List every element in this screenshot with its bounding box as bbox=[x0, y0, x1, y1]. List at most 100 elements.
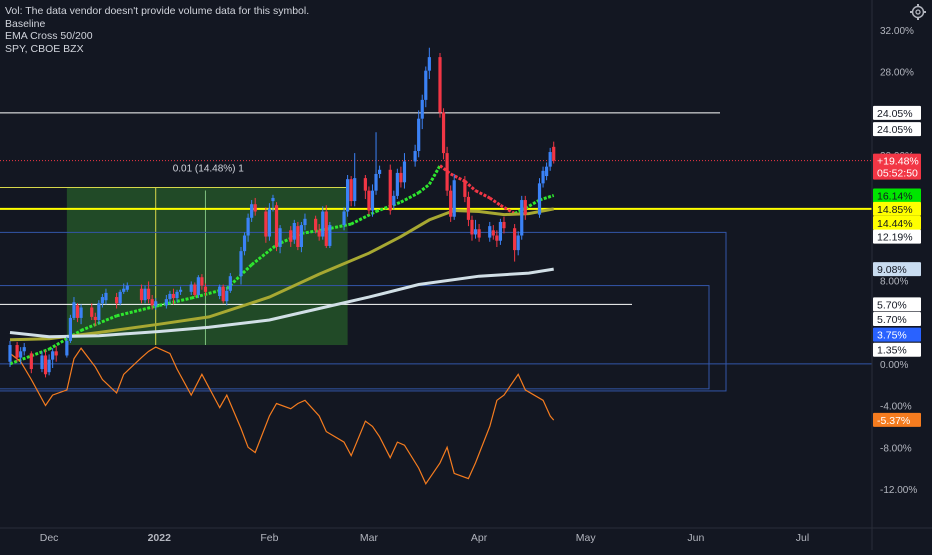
candle-body bbox=[349, 179, 353, 202]
price-label-text: +19.48% bbox=[877, 156, 919, 168]
candle-body bbox=[498, 221, 503, 241]
candle-body bbox=[164, 299, 168, 306]
range-layer: 0.01 (14.48%) 1 bbox=[0, 164, 348, 346]
legend-symbol[interactable]: SPY, CBOE BZX bbox=[5, 42, 84, 55]
price-label-box bbox=[873, 229, 921, 244]
candle-body bbox=[271, 197, 275, 202]
candle-body bbox=[221, 286, 225, 302]
price-label-text: -5.37% bbox=[877, 415, 910, 427]
candle-body bbox=[264, 211, 268, 237]
hlines-layer bbox=[0, 112, 872, 365]
candle-body bbox=[321, 211, 325, 237]
candle-body bbox=[299, 225, 304, 247]
price-label-box bbox=[873, 153, 921, 180]
candle-body bbox=[289, 230, 293, 242]
price-label-box bbox=[873, 105, 921, 120]
ema-fast-segment bbox=[48, 329, 82, 351]
candle-body bbox=[445, 153, 449, 191]
candle-body bbox=[292, 222, 296, 240]
candle-body bbox=[278, 228, 282, 247]
candle-body bbox=[8, 345, 12, 362]
ema-fast-segment bbox=[250, 243, 278, 266]
ema-fast-segment bbox=[439, 164, 452, 176]
candle-body bbox=[537, 183, 542, 215]
candle-body bbox=[29, 353, 33, 370]
candle-body bbox=[441, 112, 446, 154]
candle-body bbox=[100, 297, 104, 304]
candle-body bbox=[93, 316, 97, 321]
candle-body bbox=[488, 226, 492, 238]
candle-body bbox=[552, 146, 556, 161]
candle-body bbox=[171, 293, 176, 299]
y-tick-label: 28.00% bbox=[880, 68, 914, 79]
price-label-box bbox=[873, 188, 921, 203]
gear-icon[interactable] bbox=[909, 3, 927, 21]
legend-baseline[interactable]: Baseline bbox=[5, 17, 46, 30]
candle-body bbox=[178, 289, 183, 292]
candle-body bbox=[399, 172, 403, 183]
candle-body bbox=[545, 166, 549, 177]
legend-ema-cross[interactable]: EMA Cross 50/200 bbox=[5, 30, 93, 42]
x-tick-label: 2022 bbox=[148, 532, 172, 544]
ema-fast-segment bbox=[463, 180, 477, 192]
price-label-box bbox=[873, 215, 921, 230]
ema-fast-segment bbox=[9, 347, 50, 366]
candle-body bbox=[122, 288, 126, 292]
candle-body bbox=[43, 355, 48, 375]
candle-body bbox=[417, 118, 421, 152]
candle-body bbox=[125, 285, 129, 290]
spy-comparison-line bbox=[9, 346, 555, 486]
candle-body bbox=[317, 230, 321, 237]
x-tick-label: Feb bbox=[260, 532, 278, 544]
ema-fast-segment bbox=[499, 203, 516, 215]
candle-body bbox=[239, 251, 243, 277]
candle-body bbox=[154, 301, 158, 307]
ema-fast-segment bbox=[417, 183, 431, 194]
candle-body bbox=[303, 218, 307, 226]
price-label-box bbox=[873, 262, 921, 277]
candle-body bbox=[79, 307, 83, 318]
candle-body bbox=[377, 169, 382, 174]
candle-body bbox=[342, 211, 346, 226]
candle-body bbox=[452, 180, 456, 217]
candle-body bbox=[104, 292, 108, 301]
y-tick-label: 0.00% bbox=[880, 360, 908, 371]
blue-rectangle-upper bbox=[0, 231, 727, 392]
candle-body bbox=[51, 351, 55, 360]
candle-body bbox=[473, 229, 478, 235]
x-tick-label: May bbox=[576, 532, 597, 544]
price-label-text: 5.70% bbox=[877, 314, 907, 326]
candle-body bbox=[314, 218, 318, 231]
y-tick-label: -12.00% bbox=[880, 485, 917, 496]
candle-body bbox=[97, 303, 101, 321]
candle-body bbox=[353, 178, 357, 202]
candle-body bbox=[175, 291, 179, 299]
price-label-box bbox=[873, 412, 921, 427]
right-labels-layer: 24.05% 24.05% +19.48%05:52:50 16.14% 14.85% 1… bbox=[873, 105, 921, 427]
price-label-box bbox=[873, 201, 921, 216]
candle-body bbox=[541, 170, 545, 184]
candle-body bbox=[75, 305, 80, 318]
candle-body bbox=[502, 221, 506, 229]
candle-body bbox=[193, 284, 197, 295]
y-tick-label: -8.00% bbox=[880, 443, 912, 454]
x-tick-label: Jul bbox=[796, 532, 809, 544]
candle-body bbox=[427, 57, 431, 71]
candle-body bbox=[228, 276, 232, 291]
candle-body bbox=[146, 288, 151, 300]
candle-body bbox=[203, 286, 208, 292]
candle-body bbox=[267, 208, 272, 237]
legend-volume[interactable]: Vol: The data vendor doesn't provide vol… bbox=[5, 5, 310, 17]
candle-body bbox=[22, 347, 26, 352]
candles-layer bbox=[8, 47, 556, 378]
ema-fast-segment bbox=[400, 191, 420, 204]
candle-body bbox=[225, 290, 229, 302]
x-tick-label: Dec bbox=[40, 532, 59, 544]
x-tick-label: Jun bbox=[687, 532, 704, 544]
candle-body bbox=[19, 351, 23, 358]
price-label-box bbox=[873, 342, 921, 357]
price-label-text: 5.70% bbox=[877, 299, 907, 311]
candle-body bbox=[449, 190, 453, 217]
